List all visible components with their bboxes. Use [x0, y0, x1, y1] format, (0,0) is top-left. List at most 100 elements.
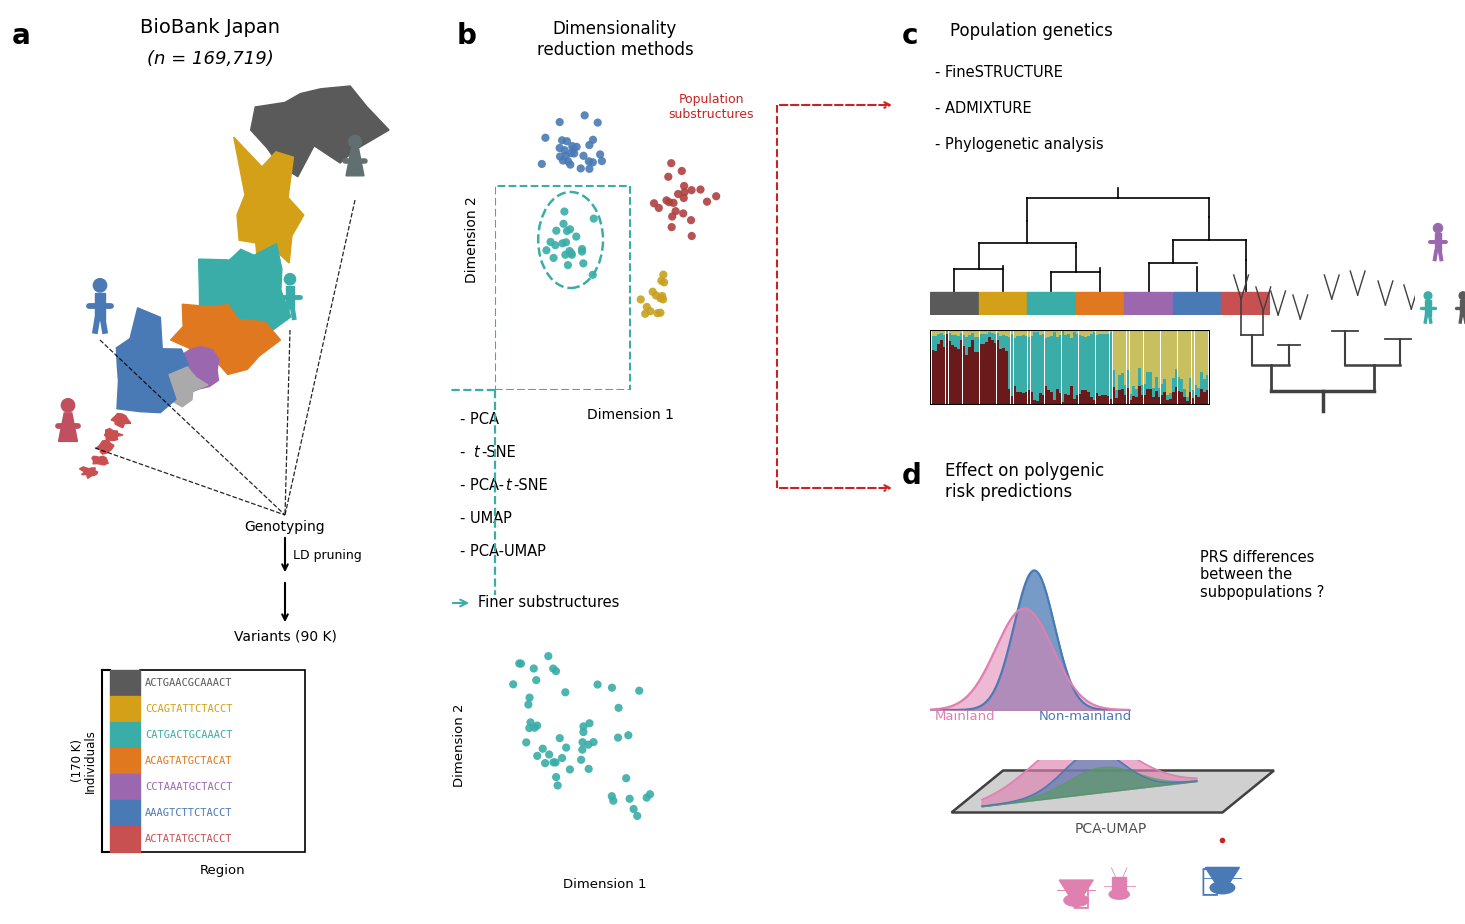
Point	[526, 748, 549, 763]
Bar	[986, 330, 987, 334]
Text: Variants (90 K): Variants (90 K)	[233, 630, 337, 644]
Bar	[993, 343, 996, 405]
Bar	[1087, 392, 1090, 405]
Point	[561, 139, 585, 153]
Bar	[1130, 394, 1132, 399]
Bar	[938, 334, 939, 344]
Bar	[1130, 399, 1132, 405]
Bar	[110, 774, 141, 800]
Bar	[977, 330, 980, 336]
Point	[642, 285, 665, 299]
Point	[570, 742, 593, 757]
Bar	[1011, 334, 1014, 395]
Bar	[960, 330, 963, 333]
Bar	[965, 330, 968, 337]
Polygon shape	[170, 304, 280, 374]
Bar	[957, 348, 960, 405]
Point	[582, 132, 605, 147]
Bar	[1200, 330, 1203, 372]
Point	[582, 212, 605, 226]
Point	[642, 196, 665, 211]
Bar	[1178, 377, 1181, 391]
Point	[652, 275, 675, 290]
Polygon shape	[92, 456, 108, 465]
Point	[672, 178, 696, 193]
Bar	[110, 748, 141, 774]
Bar	[1124, 384, 1127, 395]
Bar	[941, 333, 942, 340]
Text: CCAGTATTCTACCT: CCAGTATTCTACCT	[145, 704, 233, 714]
Bar	[1087, 330, 1090, 335]
Bar	[1178, 391, 1181, 405]
Bar	[1099, 334, 1102, 396]
Point	[623, 802, 646, 817]
Bar	[986, 334, 987, 342]
Text: Mainland: Mainland	[935, 710, 995, 723]
Bar	[1099, 396, 1102, 405]
Bar	[980, 334, 982, 345]
Text: LD pruning: LD pruning	[293, 549, 362, 562]
Bar	[1209, 330, 1212, 378]
Bar	[1206, 390, 1209, 405]
Bar	[1045, 330, 1047, 338]
Bar	[941, 340, 942, 405]
Text: AAAGTCTTCTACCT: AAAGTCTTCTACCT	[145, 808, 233, 818]
Bar	[957, 330, 960, 335]
Bar	[1112, 877, 1127, 890]
Point	[586, 677, 609, 692]
Bar	[1084, 336, 1087, 390]
Bar	[1194, 330, 1197, 385]
Point	[680, 213, 703, 227]
Bar	[1160, 384, 1163, 395]
Point	[586, 116, 609, 130]
Point	[577, 154, 601, 169]
Point	[560, 248, 583, 262]
Point	[551, 153, 574, 168]
Bar	[987, 330, 990, 332]
Bar	[1166, 330, 1169, 395]
Text: Individuals: Individuals	[84, 729, 97, 793]
Point	[539, 235, 563, 249]
Polygon shape	[1059, 880, 1093, 894]
Point	[561, 141, 585, 156]
Text: ACTATATGCTACCT: ACTATATGCTACCT	[145, 834, 233, 844]
Bar	[1050, 335, 1053, 392]
Bar	[948, 341, 951, 405]
Circle shape	[284, 274, 296, 285]
Bar	[1102, 334, 1103, 395]
Bar	[1023, 330, 1024, 335]
Bar	[1132, 395, 1135, 405]
Point	[671, 206, 694, 221]
Bar	[1157, 388, 1160, 396]
Bar	[1020, 330, 1021, 335]
Point	[526, 718, 549, 733]
Text: Dimension 2: Dimension 2	[464, 197, 479, 284]
Bar	[1069, 386, 1072, 405]
Point	[570, 244, 593, 259]
Bar	[1081, 330, 1084, 336]
Text: -SNE: -SNE	[481, 445, 516, 460]
Text: (n = 169,719): (n = 169,719)	[146, 50, 274, 68]
Bar	[1023, 335, 1024, 393]
Bar	[1144, 330, 1146, 384]
Bar	[1011, 395, 1014, 405]
Bar	[1099, 330, 1102, 334]
Bar	[1090, 396, 1093, 405]
Bar	[1187, 401, 1188, 405]
Point	[648, 201, 671, 215]
Bar	[1181, 330, 1184, 380]
Point	[680, 183, 703, 198]
Bar	[1105, 334, 1106, 395]
Bar	[1154, 330, 1157, 377]
Bar	[1062, 330, 1064, 331]
Text: - PCA: - PCA	[460, 412, 500, 427]
Bar	[1014, 330, 1017, 338]
Bar	[1047, 390, 1050, 405]
Bar	[1096, 394, 1099, 405]
Bar	[1065, 394, 1067, 405]
Bar	[110, 722, 141, 748]
Bar	[1181, 392, 1184, 405]
Bar	[1109, 399, 1112, 405]
Bar	[1026, 335, 1027, 392]
Bar	[974, 352, 977, 405]
